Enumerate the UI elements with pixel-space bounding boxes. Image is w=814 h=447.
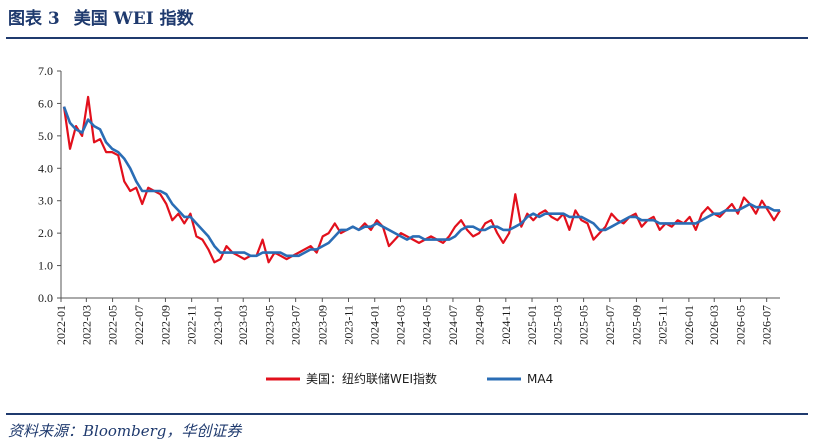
x-tick-label: 2022-09 <box>158 305 172 345</box>
source-note: 资料来源：Bloomberg，华创证券 <box>8 422 242 440</box>
ma4-series-line <box>62 106 780 258</box>
x-tick-label: 2022-11 <box>185 305 199 345</box>
x-tick-label: 2023-11 <box>342 305 356 345</box>
x-tick-label: 2022-07 <box>132 305 146 345</box>
figure-label: 图表 3 <box>8 9 60 29</box>
legend-label: 美国：纽约联储WEI指数 <box>306 371 437 386</box>
y-tick-label: 0.0 <box>38 291 53 305</box>
x-tick-label: 2022-01 <box>54 305 68 345</box>
legend-item-wei: 美国：纽约联储WEI指数 <box>266 371 437 386</box>
x-tick-label: 2025-03 <box>550 305 564 345</box>
y-tick-label: 1.0 <box>38 259 53 273</box>
wei-line-chart: 0.0 1.0 2.0 3.0 4.0 5.0 6.0 7.0 2022-01 2022-03 20… <box>38 64 781 386</box>
x-tick-label: 2024-01 <box>368 305 382 345</box>
x-tick-label: 2022-05 <box>106 305 120 345</box>
figure-title-text: 美国 WEI 指数 <box>73 9 194 29</box>
x-tick-label: 2025-11 <box>656 305 670 345</box>
x-tick-label: 2025-01 <box>525 305 539 345</box>
y-tick-label: 2.0 <box>38 226 53 240</box>
chart-axes: 0.0 1.0 2.0 3.0 4.0 5.0 6.0 7.0 2022-01 2022-03 20… <box>38 64 780 345</box>
x-tick-label: 2024-11 <box>499 305 513 345</box>
x-tick-label: 2023-09 <box>315 305 329 345</box>
title-rule <box>6 37 808 39</box>
x-tick-label: 2024-07 <box>446 305 460 345</box>
x-tick-label: 2026-01 <box>682 305 696 345</box>
x-tick-label: 2022-03 <box>79 305 93 345</box>
legend-item-ma4: MA4 <box>487 372 553 386</box>
source-rule <box>6 413 808 415</box>
x-tick-label: 2024-03 <box>394 305 408 345</box>
x-tick-label: 2023-07 <box>289 305 303 345</box>
chart-lines <box>62 95 781 264</box>
x-tick-label: 2025-07 <box>603 305 617 345</box>
x-tick-label: 2024-09 <box>473 305 487 345</box>
x-tick-label: 2026-07 <box>760 305 774 345</box>
x-tick-label: 2026-05 <box>733 305 747 345</box>
x-tick-label: 2024-05 <box>420 305 434 345</box>
y-tick-label: 7.0 <box>38 64 53 78</box>
x-tick-label: 2025-05 <box>577 305 591 345</box>
y-tick-label: 5.0 <box>38 129 53 143</box>
legend-label: MA4 <box>527 372 553 386</box>
chart-legend: 美国：纽约联储WEI指数 MA4 <box>266 371 553 386</box>
x-tick-label: 2025-09 <box>629 305 643 345</box>
wei-series-line <box>62 95 781 264</box>
x-tick-label: 2023-03 <box>236 305 250 345</box>
x-tick-label: 2023-01 <box>211 305 225 345</box>
figure-title: 图表 3 美国 WEI 指数 <box>8 4 208 29</box>
y-tick-label: 6.0 <box>38 96 53 110</box>
y-tick-label: 4.0 <box>38 161 53 175</box>
y-tick-label: 3.0 <box>38 194 53 208</box>
x-tick-label: 2023-05 <box>262 305 276 345</box>
x-tick-label: 2026-03 <box>707 305 721 345</box>
